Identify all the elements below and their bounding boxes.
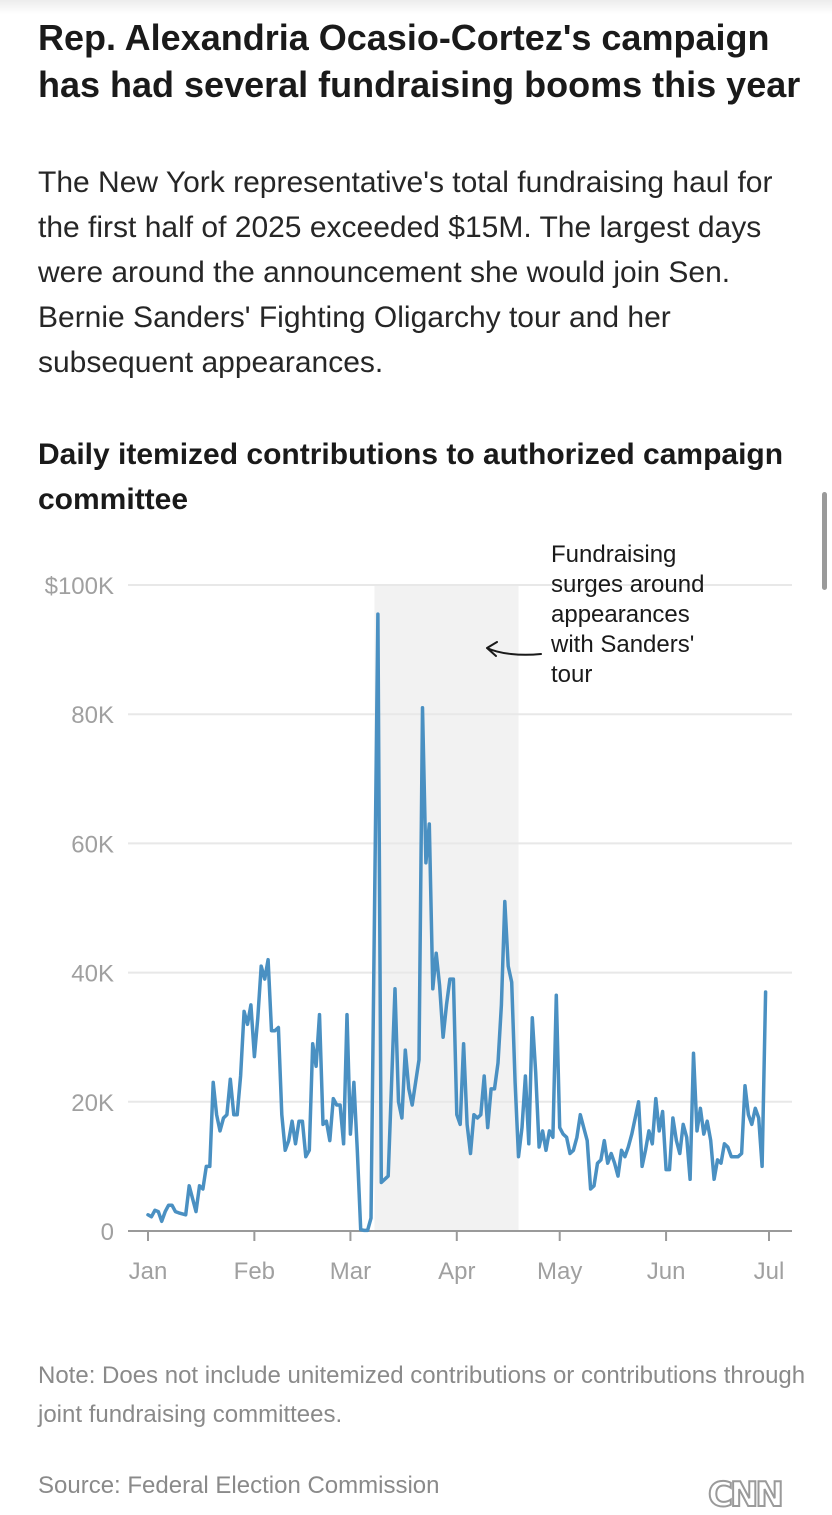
y-tick-label: 20K <box>71 1090 114 1117</box>
tour-shaded-region <box>374 585 519 1231</box>
x-tick-label: Jul <box>754 1258 785 1285</box>
chart-title: Daily itemized contributions to authoriz… <box>38 438 784 516</box>
x-tick-label: Apr <box>438 1258 475 1285</box>
x-tick-label: Jun <box>647 1258 686 1285</box>
top-shadow <box>0 0 832 14</box>
y-tick-label: 80K <box>71 702 114 729</box>
y-tick-label: 40K <box>71 961 114 988</box>
gridlines <box>128 584 792 1103</box>
x-axis-ticks: Jan Feb Mar Apr May Jun Jul <box>129 1231 785 1285</box>
cnn-logo: CNN <box>707 1475 785 1515</box>
annotation-line: appearances <box>551 601 690 628</box>
y-tick-label: $100K <box>45 573 114 600</box>
y-tick-label: 0 <box>101 1219 114 1246</box>
scrollbar[interactable] <box>822 492 827 590</box>
x-tick-label: Feb <box>234 1258 275 1285</box>
series-line <box>146 612 768 1233</box>
x-tick-label: May <box>537 1258 582 1285</box>
headline: Rep. Alexandria Ocasio-Cortez's campaign… <box>38 17 801 105</box>
chart-source: Source: Federal Election Commission <box>38 1472 440 1499</box>
x-tick-label: Mar <box>330 1258 371 1285</box>
annotation-arrow <box>486 641 542 657</box>
annotation: Fundraising surges around appearances with … <box>486 541 704 688</box>
line-chart: 0 20K 40K 60K 80K $100K Jan Feb Mar Apr May Jun Jul… <box>45 541 792 1285</box>
annotation-line: tour <box>551 661 592 688</box>
annotation-line: Fundraising <box>551 541 676 568</box>
y-tick-label: 60K <box>71 831 114 858</box>
annotation-line: with Sanders' <box>550 631 694 658</box>
dek: The New York representative's total fund… <box>38 166 773 379</box>
y-axis-ticks: 0 20K 40K 60K 80K $100K <box>45 573 114 1246</box>
x-tick-label: Jan <box>129 1258 168 1285</box>
annotation-line: surges around <box>551 571 704 598</box>
chart-note: Note: Does not include unitemized contri… <box>38 1362 806 1428</box>
